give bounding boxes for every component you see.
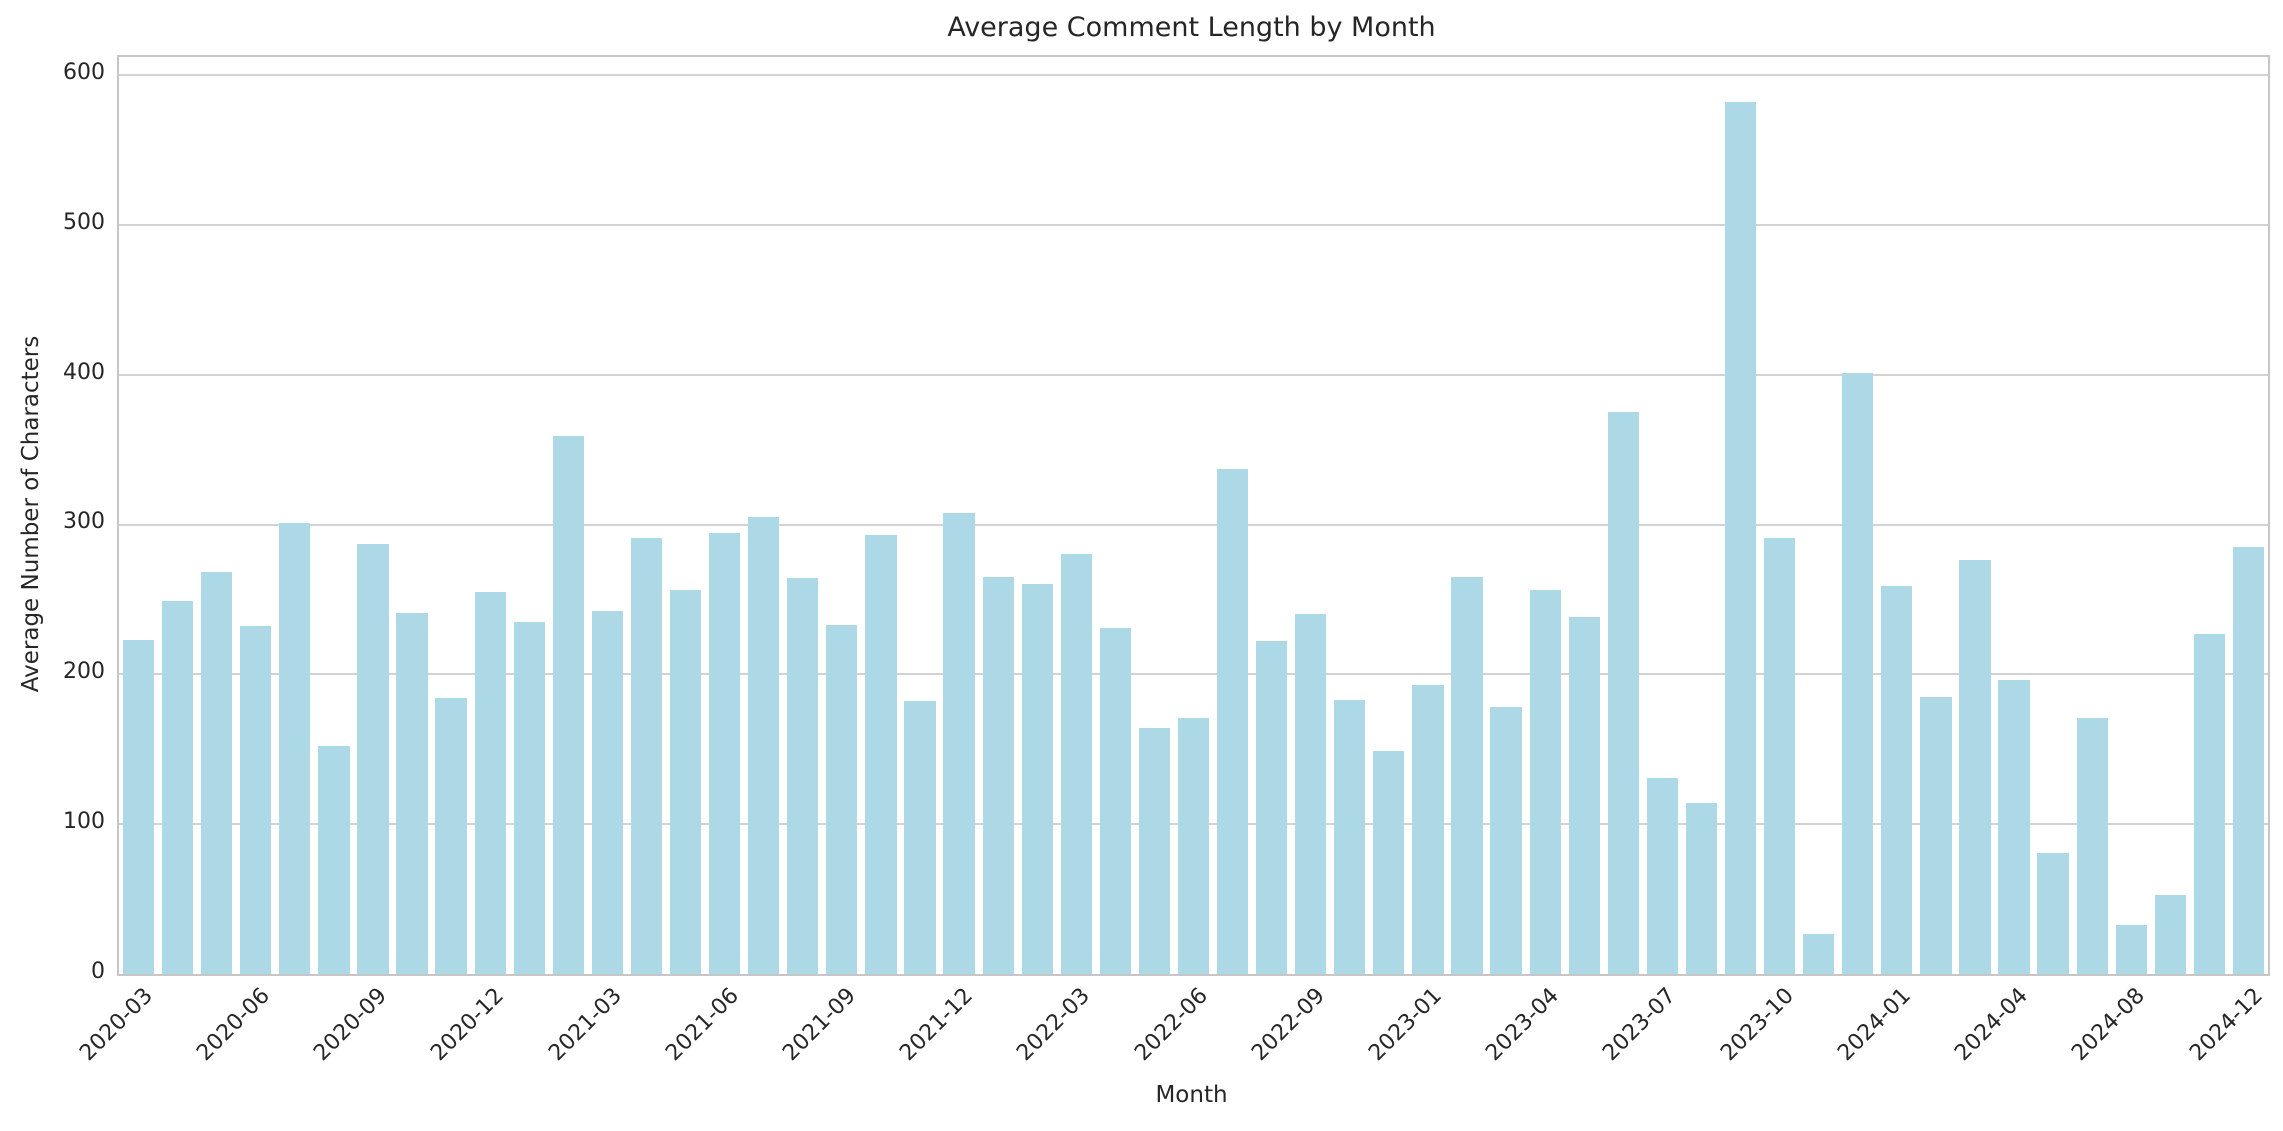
- bar-2024-05: [2037, 852, 2069, 974]
- ytick-600: 600: [63, 59, 105, 85]
- bar-2020-03: [122, 639, 155, 974]
- bar-2021-02: [552, 436, 584, 974]
- xtick-2020-03: 2020-03: [74, 983, 158, 1066]
- bar-2020-09: [357, 543, 389, 974]
- bar-2021-12: [943, 512, 975, 974]
- bar-2022-06: [1177, 717, 1210, 974]
- bar-2021-08: [787, 578, 819, 974]
- bar-2023-01: [1412, 684, 1444, 974]
- gridline-y-300: [119, 523, 2268, 526]
- xtick-2023-10: 2023-10: [1715, 983, 1799, 1066]
- bar-2024-01: [1881, 585, 1913, 974]
- xtick-2024-01: 2024-01: [1833, 983, 1916, 1066]
- bar-2022-02: [1021, 584, 1053, 974]
- bar-2024-09: [2154, 894, 2186, 974]
- xtick-2022-03: 2022-03: [1012, 983, 1096, 1066]
- x-axis-label: Month: [1155, 1082, 1228, 1108]
- bar-2024-02: [1920, 696, 1952, 974]
- bar-2022-10: [1334, 699, 1366, 974]
- bar-2022-05: [1138, 728, 1171, 974]
- bar-2020-08: [318, 746, 350, 974]
- bar-2023-02: [1451, 576, 1483, 974]
- xtick-2021-12: 2021-12: [895, 983, 979, 1066]
- ytick-200: 200: [63, 659, 105, 685]
- ytick-500: 500: [63, 209, 105, 235]
- bar-2021-05: [669, 590, 702, 974]
- bar-2020-12: [474, 591, 506, 974]
- bar-2020-11: [435, 698, 467, 974]
- gridline-y-600: [119, 73, 2268, 76]
- bar-2022-08: [1256, 641, 1288, 974]
- bar-2023-06: [1607, 412, 1639, 974]
- bar-2023-12: [1842, 373, 1874, 974]
- gridline-y-200: [119, 673, 2268, 676]
- bar-2024-04: [1998, 680, 2030, 974]
- bar-2023-05: [1568, 617, 1600, 974]
- ytick-100: 100: [63, 809, 105, 835]
- bar-2024-08: [2115, 924, 2147, 974]
- bar-2022-01: [982, 576, 1014, 974]
- gridline-y-400: [119, 373, 2268, 376]
- xtick-2024-08: 2024-08: [2067, 983, 2151, 1066]
- bar-2024-10: [2193, 633, 2225, 974]
- plot-area: [117, 55, 2270, 976]
- xtick-2020-09: 2020-09: [309, 983, 392, 1066]
- bar-2022-07: [1216, 469, 1249, 974]
- xtick-2021-09: 2021-09: [778, 983, 861, 1066]
- xtick-2024-12: 2024-12: [2184, 983, 2268, 1066]
- bar-2020-10: [396, 612, 428, 974]
- xtick-2021-03: 2021-03: [543, 983, 627, 1066]
- bar-2021-07: [748, 517, 780, 974]
- ytick-300: 300: [63, 509, 105, 535]
- bar-2022-03: [1060, 554, 1092, 974]
- bar-2022-09: [1295, 614, 1327, 974]
- chart-title: Average Comment Length by Month: [947, 12, 1436, 43]
- bar-2021-01: [513, 621, 545, 974]
- bar-2023-07: [1646, 777, 1678, 974]
- bar-2020-07: [279, 523, 311, 974]
- bar-2021-11: [904, 701, 936, 974]
- ytick-0: 0: [91, 959, 105, 984]
- ytick-400: 400: [63, 359, 105, 385]
- xtick-2023-04: 2023-04: [1481, 983, 1565, 1066]
- bar-2020-05: [201, 572, 233, 974]
- bar-2021-09: [826, 624, 858, 974]
- gridline-y-500: [119, 223, 2268, 226]
- xtick-2021-06: 2021-06: [660, 983, 744, 1066]
- bar-2020-06: [240, 626, 272, 974]
- bar-2021-04: [630, 537, 663, 974]
- bar-2021-06: [708, 533, 741, 974]
- xtick-2022-09: 2022-09: [1247, 983, 1330, 1066]
- bar-2023-08: [1685, 803, 1718, 974]
- bar-2021-03: [591, 611, 624, 974]
- bar-2023-10: [1763, 537, 1796, 974]
- bar-2023-11: [1803, 933, 1835, 974]
- y-axis-label: Average Number of Characters: [18, 335, 44, 693]
- xtick-2024-04: 2024-04: [1950, 983, 2034, 1066]
- bar-2024-03: [1959, 560, 1991, 974]
- bar-2024-06: [2076, 717, 2108, 974]
- bar-2023-04: [1529, 590, 1561, 974]
- bar-2024-12: [2232, 546, 2265, 974]
- bar-2022-04: [1099, 627, 1131, 974]
- xtick-2020-06: 2020-06: [192, 983, 275, 1066]
- bar-2021-10: [865, 534, 897, 974]
- bar-2023-03: [1490, 707, 1522, 974]
- xtick-2023-01: 2023-01: [1364, 983, 1447, 1066]
- bar-2022-11: [1373, 750, 1405, 974]
- bar-2023-09: [1724, 101, 1757, 974]
- bar-2020-04: [161, 600, 194, 974]
- xtick-2023-07: 2023-07: [1598, 983, 1682, 1066]
- xtick-2020-12: 2020-12: [426, 983, 510, 1066]
- xtick-2022-06: 2022-06: [1129, 983, 1213, 1066]
